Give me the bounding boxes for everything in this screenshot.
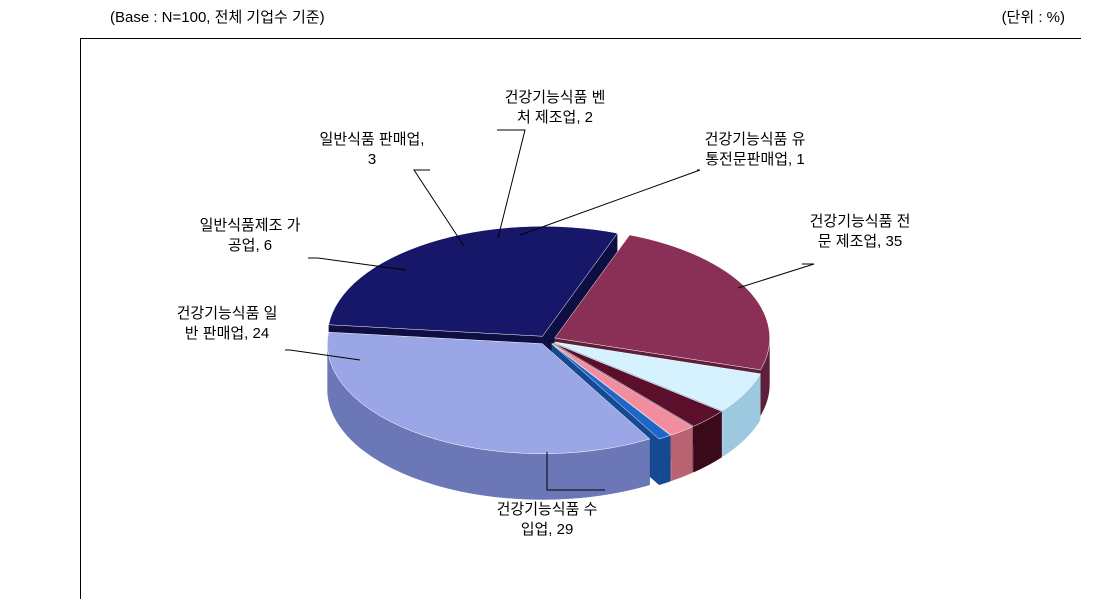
leader-line [414, 170, 464, 246]
slice-label: 건강기능식품 전 문 제조업, 35 [790, 212, 930, 253]
leader-line [738, 264, 814, 288]
pie-slice-wall [659, 435, 670, 485]
slice-label: 건강기능식품 벤 처 제조업, 2 [485, 88, 625, 129]
slice-label: 건강기능식품 일 반 판매업, 24 [157, 304, 297, 345]
slice-label: 건강기능식품 수 입업, 29 [477, 500, 617, 541]
slice-label: 건강기능식품 유 통전문판매업, 1 [685, 130, 825, 171]
leader-line [520, 170, 700, 235]
leader-line [497, 130, 525, 238]
slice-label: 일반식품제조 가 공업, 6 [180, 216, 320, 257]
slice-label: 일반식품 판매업, 3 [302, 130, 442, 171]
pie-slice-wall [671, 427, 693, 481]
